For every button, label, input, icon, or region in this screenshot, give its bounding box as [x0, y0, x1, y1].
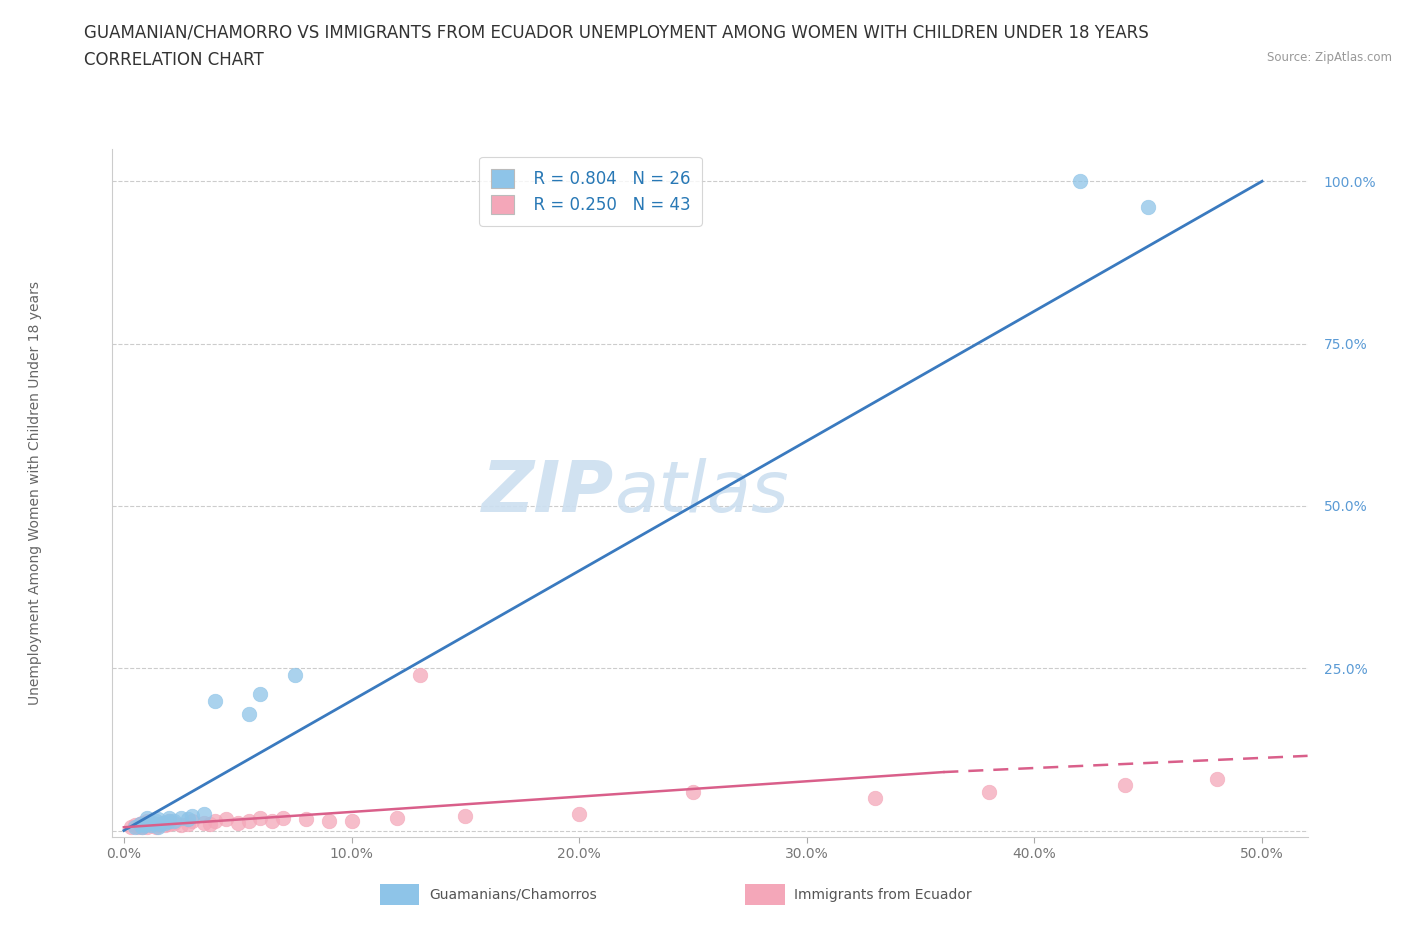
Text: Guamanians/Chamorros: Guamanians/Chamorros	[429, 887, 596, 902]
Point	[128, 817, 150, 831]
Point	[157, 810, 180, 825]
Point	[176, 811, 198, 826]
Point	[1114, 777, 1136, 792]
Point	[157, 814, 180, 829]
Point	[682, 784, 704, 799]
Point	[142, 817, 165, 831]
Point	[135, 820, 157, 835]
Text: GUAMANIAN/CHAMORRO VS IMMIGRANTS FROM ECUADOR UNEMPLOYMENT AMONG WOMEN WITH CHIL: GUAMANIAN/CHAMORRO VS IMMIGRANTS FROM EC…	[84, 23, 1149, 41]
Point	[153, 816, 176, 830]
Point	[226, 816, 249, 830]
Text: CORRELATION CHART: CORRELATION CHART	[84, 51, 264, 69]
Point	[193, 807, 215, 822]
Point	[149, 817, 172, 831]
Point	[170, 817, 193, 832]
Text: Source: ZipAtlas.com: Source: ZipAtlas.com	[1267, 51, 1392, 64]
Point	[149, 817, 172, 831]
Point	[124, 817, 146, 832]
Point	[1069, 174, 1091, 189]
Point	[128, 817, 150, 831]
Point	[249, 810, 271, 825]
Point	[163, 816, 186, 830]
Point	[135, 817, 157, 831]
Point	[131, 820, 153, 835]
Point	[124, 820, 146, 835]
Point	[200, 817, 222, 831]
Point	[135, 814, 157, 829]
Point	[170, 810, 193, 825]
Point	[385, 810, 408, 825]
Point	[153, 817, 176, 832]
Point	[146, 820, 169, 835]
Point	[131, 819, 153, 834]
Point	[238, 814, 260, 829]
Point	[157, 814, 180, 829]
Text: Unemployment Among Women with Children Under 18 years: Unemployment Among Women with Children U…	[28, 281, 42, 705]
Point	[318, 814, 340, 829]
Point	[141, 817, 163, 832]
Point	[204, 693, 226, 708]
Point	[340, 814, 363, 829]
Point	[295, 811, 318, 826]
Point	[134, 817, 156, 832]
Point	[249, 686, 271, 701]
Point	[120, 820, 142, 835]
Point	[568, 807, 591, 822]
Point	[863, 790, 886, 805]
Legend:   R = 0.804   N = 26,   R = 0.250   N = 43: R = 0.804 N = 26, R = 0.250 N = 43	[479, 157, 702, 226]
Point	[146, 817, 169, 832]
Point	[152, 816, 174, 830]
Point	[134, 817, 156, 832]
Point	[204, 814, 226, 829]
Point	[127, 820, 149, 835]
Point	[157, 817, 180, 831]
Point	[977, 784, 1000, 799]
Point	[454, 809, 477, 824]
Point	[145, 819, 167, 834]
Point	[238, 706, 260, 721]
Point	[131, 816, 153, 830]
Point	[145, 814, 167, 829]
Point	[260, 814, 283, 829]
Point	[1205, 771, 1227, 786]
Point	[163, 814, 186, 829]
Point	[142, 816, 165, 830]
Point	[176, 817, 198, 831]
Point	[135, 810, 157, 825]
Text: atlas: atlas	[614, 458, 789, 527]
Point	[193, 816, 215, 830]
Point	[271, 810, 294, 825]
Point	[141, 817, 163, 832]
Point	[146, 811, 169, 826]
Point	[284, 667, 307, 682]
Point	[181, 814, 204, 829]
Point	[1137, 200, 1160, 215]
Point	[181, 809, 204, 824]
Text: ZIP: ZIP	[482, 458, 614, 527]
Text: Immigrants from Ecuador: Immigrants from Ecuador	[794, 887, 972, 902]
Point	[409, 667, 432, 682]
Point	[215, 811, 238, 826]
